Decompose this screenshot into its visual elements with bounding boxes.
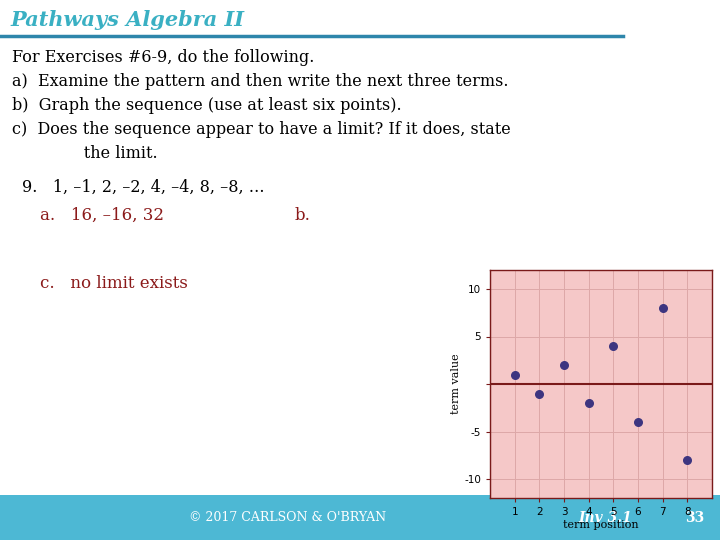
Point — [682, 456, 693, 464]
Text: b)  Graph the sequence (use at least six points).: b) Graph the sequence (use at least six … — [12, 97, 402, 113]
Text: Pathways Algebra II: Pathways Algebra II — [10, 10, 244, 30]
Point — [558, 361, 570, 369]
Text: Inv 3.1: Inv 3.1 — [578, 510, 631, 524]
Point — [583, 399, 595, 407]
Point — [608, 342, 619, 350]
Text: the limit.: the limit. — [12, 145, 158, 161]
Point — [509, 370, 521, 379]
Text: c)  Does the sequence appear to have a limit? If it does, state: c) Does the sequence appear to have a li… — [12, 120, 510, 138]
Text: a)  Examine the pattern and then write the next three terms.: a) Examine the pattern and then write th… — [12, 72, 508, 90]
Text: For Exercises #6-9, do the following.: For Exercises #6-9, do the following. — [12, 49, 315, 65]
Text: a.   16, –16, 32: a. 16, –16, 32 — [40, 206, 164, 224]
Bar — [0, 495, 720, 540]
Text: c.   no limit exists: c. no limit exists — [40, 274, 188, 292]
Point — [534, 389, 545, 398]
Text: b.: b. — [295, 206, 311, 224]
Text: 9.   1, –1, 2, –2, 4, –4, 8, –8, …: 9. 1, –1, 2, –2, 4, –4, 8, –8, … — [22, 179, 265, 195]
Point — [657, 303, 668, 312]
Text: 33: 33 — [685, 510, 704, 524]
Y-axis label: term value: term value — [451, 354, 462, 414]
Point — [632, 417, 644, 426]
Text: © 2017 CARLSON & O'BRYAN: © 2017 CARLSON & O'BRYAN — [189, 511, 387, 524]
X-axis label: term position: term position — [563, 520, 639, 530]
